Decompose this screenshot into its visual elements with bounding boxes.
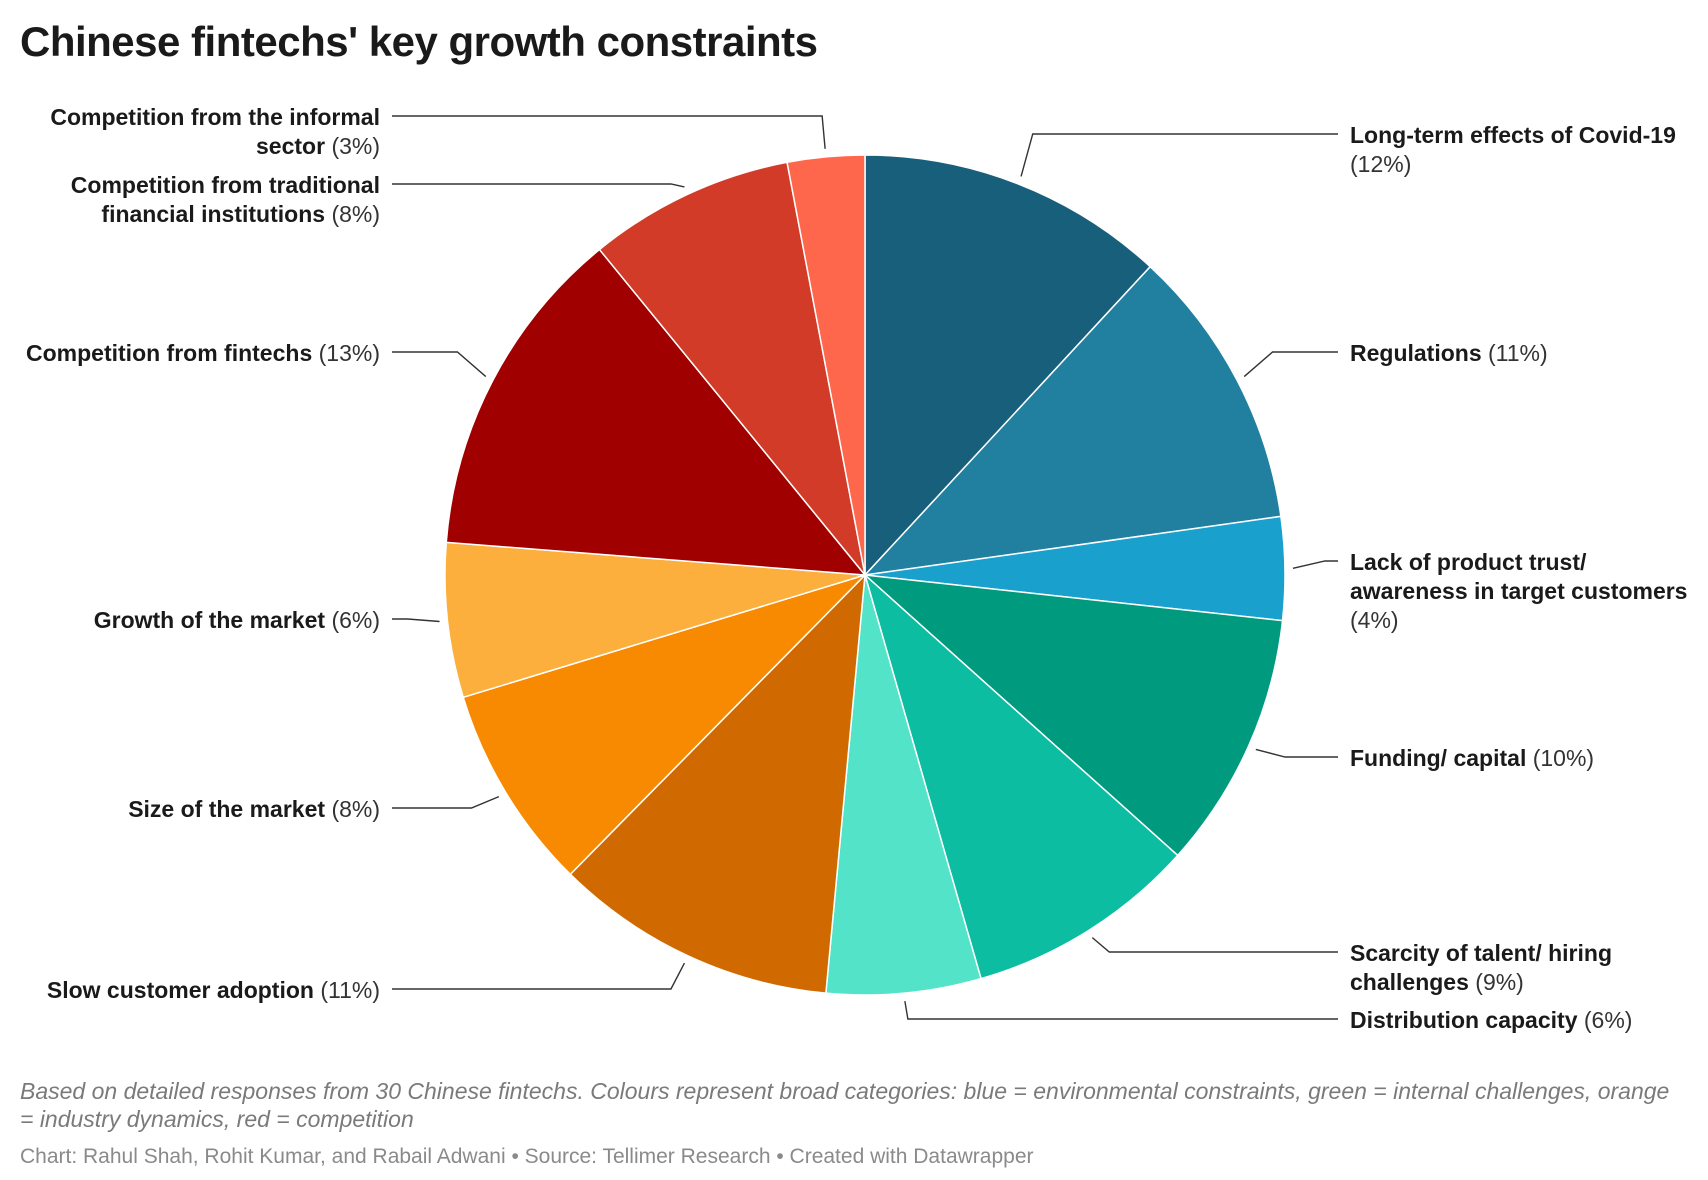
pie-slice-8 xyxy=(444,541,866,699)
pie-slice-11 xyxy=(786,154,866,576)
slice-label-1: Regulations (11%) xyxy=(1350,340,1548,366)
slice-label-10: Competition from traditional financial in… xyxy=(71,172,380,227)
chart-notes: Based on detailed responses from 30 Chin… xyxy=(20,1078,1670,1132)
leader-line-7 xyxy=(392,795,500,809)
leader-line-8 xyxy=(392,618,440,623)
pie-slice-10 xyxy=(598,161,866,576)
pie-slice-5 xyxy=(825,574,982,996)
pie-slice-9 xyxy=(445,248,867,576)
pie-slice-4 xyxy=(863,572,1179,980)
leader-line-9 xyxy=(392,351,487,378)
leader-line-2 xyxy=(1292,560,1338,570)
slice-label-11: Competition from the informal sector (3%) xyxy=(50,104,380,159)
leader-line-0 xyxy=(1020,133,1338,177)
leader-line-11 xyxy=(392,115,826,149)
slice-label-0: Long-term effects of Covid-19 (12%) xyxy=(1350,122,1676,177)
slice-label-4: Scarcity of talent/ hiring challenges (9%… xyxy=(1350,940,1612,995)
pie-slices xyxy=(444,154,1286,996)
chart-title: Chinese fintechs' key growth constraints xyxy=(20,18,818,65)
pie-slice-6 xyxy=(569,572,866,994)
pie-slice-0 xyxy=(864,154,1152,577)
slice-label-8: Growth of the market (6%) xyxy=(94,607,380,633)
leader-line-3 xyxy=(1255,748,1338,758)
slice-label-3: Funding/ capital (10%) xyxy=(1350,745,1594,771)
leader-line-6 xyxy=(392,962,686,990)
leader-line-5 xyxy=(904,1001,1338,1020)
pie-slice-7 xyxy=(462,574,866,876)
slice-label-7: Size of the market (8%) xyxy=(128,796,380,822)
slice-label-9: Competition from fintechs (13%) xyxy=(26,340,380,366)
pie-slice-1 xyxy=(863,265,1282,577)
slice-label-6: Slow customer adoption (11%) xyxy=(47,977,380,1003)
leader-lines xyxy=(392,115,1338,1020)
leader-line-10 xyxy=(392,183,685,188)
slice-labels: Long-term effects of Covid-19 (12%) Regula… xyxy=(26,104,1687,1033)
chart-credits: Chart: Rahul Shah, Rohit Kumar, and Raba… xyxy=(20,1145,1034,1168)
slice-label-5: Distribution capacity (6%) xyxy=(1350,1007,1632,1033)
leader-line-4 xyxy=(1091,937,1338,953)
pie-slice-3 xyxy=(862,574,1284,857)
slice-label-2: Lack of product trust/awareness in targe… xyxy=(1350,549,1687,633)
leader-line-1 xyxy=(1243,351,1338,378)
